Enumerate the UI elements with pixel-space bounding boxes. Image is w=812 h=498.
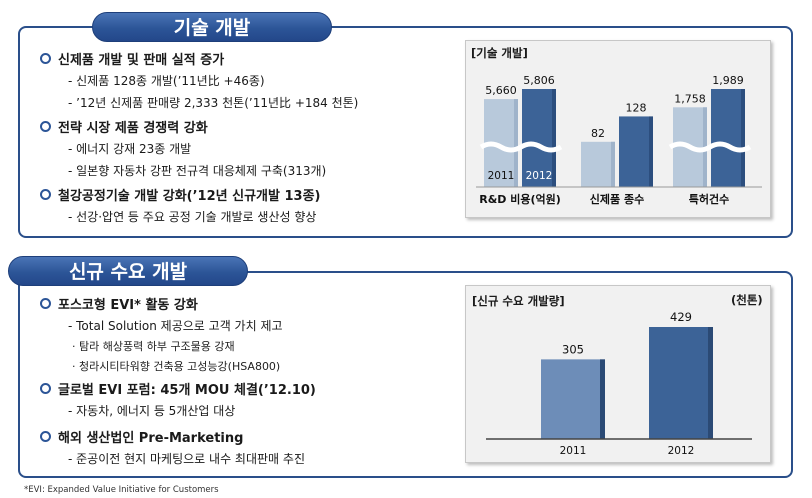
- value-label: 429: [670, 310, 692, 324]
- circle-bullet-icon: [40, 431, 51, 442]
- value-label-2012: 5,806: [523, 74, 555, 87]
- bar-2011-shade: [514, 99, 518, 187]
- sub-item: - 신제품 128종 개발(’11년比 +46종): [68, 74, 265, 88]
- bar-2011-shade: [611, 141, 615, 187]
- bullet-evi-activity: 포스코형 EVI* 활동 강화: [40, 294, 198, 313]
- tech-dev-chart-panel: [기술 개발] 5,660 5,806 R&D 비용(억원) 82 128 신제품 종수 1…: [465, 40, 771, 218]
- bar-2012: [619, 116, 653, 187]
- bullet-new-products: 신제품 개발 및 판매 실적 증가: [40, 49, 224, 68]
- value-label-2011: 5,660: [485, 84, 517, 97]
- bar-2012: [649, 327, 713, 439]
- category-label: 2012: [668, 445, 695, 457]
- unit-label: (천톤): [731, 293, 763, 307]
- sub-item: - 에너지 강재 23종 개발: [68, 142, 192, 156]
- bullet-label: 전략 시장 제품 경쟁력 강화: [58, 121, 208, 136]
- circle-bullet-icon: [40, 53, 51, 64]
- value-label-2012: 1,989: [712, 74, 744, 87]
- new-demand-chart-panel: [신규 수요 개발량] (천톤) 305 2011 429 2012: [465, 285, 771, 463]
- bar-2011: [581, 141, 615, 187]
- bar-2012-shade: [552, 89, 556, 187]
- bullet-label: 해외 생산법인 Pre-Marketing: [58, 431, 244, 446]
- bullet-global-evi-forum: 글로벌 EVI 포럼: 45개 MOU 체결(’12.10): [40, 379, 316, 398]
- chart-title: [기술 개발]: [471, 46, 528, 60]
- category-label: 신제품 종수: [590, 192, 644, 206]
- bullet-pre-marketing: 해외 생산법인 Pre-Marketing: [40, 427, 243, 446]
- category-label: 특허건수: [689, 192, 729, 206]
- value-label-2012: 128: [626, 101, 647, 114]
- bar-2012-shade: [649, 116, 653, 187]
- category-label: R&D 비용(억원): [479, 192, 561, 206]
- new-demand-chart: 305 2011 429 2012: [486, 310, 752, 457]
- category-label: 2011: [560, 445, 587, 457]
- bar-2011: [541, 359, 605, 439]
- value-label-2011: 82: [591, 127, 605, 140]
- new-demand-header: 신규 수요 개발: [8, 256, 248, 286]
- series-label-2012: 2012: [526, 170, 553, 182]
- circle-bullet-icon: [40, 121, 51, 132]
- circle-bullet-icon: [40, 189, 51, 200]
- sub-sub-item: · 탐라 해상풍력 하부 구조물용 강재: [72, 340, 235, 353]
- axis-break-icon: [479, 141, 563, 153]
- bar-shade: [600, 359, 605, 439]
- sub-sub-item: · 청라시티타워향 건축용 고성능강(HSA800): [72, 360, 281, 373]
- bar-2012-shade: [741, 89, 745, 187]
- bar-2012: [522, 89, 556, 187]
- bullet-strategic-market: 전략 시장 제품 경쟁력 강화: [40, 117, 208, 136]
- tech-dev-chart: 5,660 5,806 R&D 비용(억원) 82 128 신제품 종수 1,758 1,98…: [476, 74, 762, 206]
- value-label: 305: [562, 342, 584, 356]
- sub-item: - 자동차, 에너지 등 5개산업 대상: [68, 404, 236, 418]
- sub-item: - 준공이전 현지 마케팅으로 내수 최대판매 추진: [68, 452, 305, 466]
- sub-item: - Total Solution 제공으로 고객 가치 제고: [68, 319, 283, 333]
- bar-shade: [708, 327, 713, 439]
- bullet-label: 신제품 개발 및 판매 실적 증가: [58, 53, 225, 68]
- tech-dev-header: 기술 개발: [92, 12, 332, 42]
- sub-item: - 일본향 자동차 강판 전규격 대응체제 구축(313개): [68, 164, 327, 178]
- series-label-2011: 2011: [488, 170, 515, 182]
- value-label-2011: 1,758: [674, 92, 706, 105]
- bullet-label: 포스코형 EVI* 활동 강화: [58, 298, 198, 313]
- chart-title: [신규 수요 개발량]: [472, 294, 565, 308]
- bullet-process-tech: 철강공정기술 개발 강화(’12년 신규개발 13종): [40, 185, 320, 204]
- axis-break-icon: [668, 141, 752, 153]
- sub-item: - 선강·압연 등 주요 공정 기술 개발로 생산성 향상: [68, 210, 317, 224]
- footnote: *EVI: Expanded Value Initiative for Cust…: [24, 485, 219, 495]
- sub-item: - ’12년 신제품 판매량 2,333 천톤(’11년比 +184 천톤): [68, 96, 359, 110]
- bullet-label: 글로벌 EVI 포럼: 45개 MOU 체결(’12.10): [58, 383, 316, 398]
- bullet-label: 철강공정기술 개발 강화(’12년 신규개발 13종): [58, 189, 321, 204]
- bar-2012: [711, 89, 745, 187]
- circle-bullet-icon: [40, 298, 51, 309]
- circle-bullet-icon: [40, 383, 51, 394]
